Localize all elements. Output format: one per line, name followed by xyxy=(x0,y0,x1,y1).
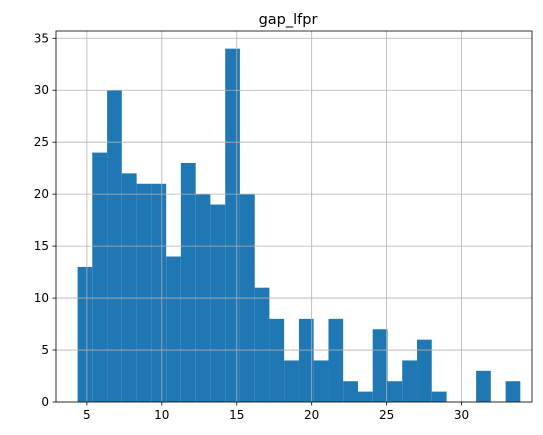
x-tick-label: 25 xyxy=(379,408,394,422)
histogram-bar xyxy=(136,183,152,402)
histogram-bar xyxy=(269,318,285,402)
histogram-bar xyxy=(476,370,491,402)
histogram-bar xyxy=(298,318,314,402)
axes-frame xyxy=(55,30,533,403)
histogram-bar xyxy=(92,152,108,402)
histogram-bar xyxy=(284,360,299,402)
y-tick-label: 25 xyxy=(34,135,49,149)
histogram-bar xyxy=(254,287,270,402)
y-tick-label: 5 xyxy=(41,343,49,357)
histogram-bar xyxy=(387,381,403,402)
histogram-bar xyxy=(431,391,447,402)
x-tick-label: 15 xyxy=(229,408,244,422)
axes: 5 10 15 20 25 30 0 5 10 15 20 25 30 35 xyxy=(34,30,533,422)
x-tick-label: 5 xyxy=(83,408,91,422)
chart-title: gap_lfpr xyxy=(259,12,318,28)
y-tick-label: 35 xyxy=(34,31,49,45)
y-tick-label: 0 xyxy=(41,395,49,409)
y-tick-label: 15 xyxy=(34,239,49,253)
histogram-bar xyxy=(372,329,388,402)
histogram-bar xyxy=(357,391,373,402)
y-tick-label: 30 xyxy=(34,83,49,97)
x-tick-label: 10 xyxy=(154,408,169,422)
histogram-bar xyxy=(225,48,240,403)
y-tick-label: 10 xyxy=(34,291,49,305)
histogram-bar xyxy=(402,360,418,402)
histogram-bar xyxy=(121,173,137,402)
histogram-bar xyxy=(77,266,93,402)
histogram-bar xyxy=(505,381,521,402)
histogram-bar xyxy=(417,339,432,402)
histogram-bar xyxy=(166,256,181,402)
x-tick-label: 30 xyxy=(454,408,469,422)
histogram-bar xyxy=(328,318,344,402)
x-tick-label: 20 xyxy=(304,408,319,422)
histogram-bar xyxy=(151,183,167,402)
histogram-bar xyxy=(210,204,226,402)
histogram-bar xyxy=(180,162,196,402)
histogram-bar xyxy=(343,381,358,402)
y-tick-label: 20 xyxy=(34,187,49,201)
histogram-bar xyxy=(313,360,329,402)
